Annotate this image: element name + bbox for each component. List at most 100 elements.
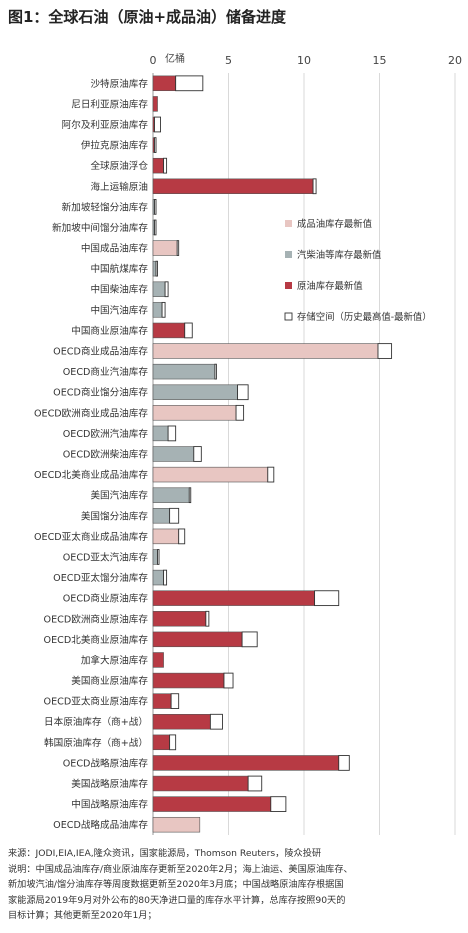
category-label: OECD北美商业成品油库存 [34,469,148,481]
bar-storage-space [247,775,263,792]
bar-storage-space [184,322,193,339]
category-label: OECD商业汽油库存 [63,366,149,378]
bar-latest [152,75,176,92]
chart-title: 图1：全球石油（原油+成品油）储备进度 [8,8,287,26]
category-label: OECD亚太汽油库存 [63,551,149,563]
bar-latest [152,816,201,833]
legend-swatch [284,312,293,321]
x-tick-label: 20 [448,54,462,67]
category-label: 中国成品油库存 [81,243,149,255]
bar-storage-space [338,755,350,771]
category-label: OECD欧洲柴油库存 [63,449,149,461]
bar-latest [152,240,178,256]
note-line-4: 目标计算；其他更新至2020年1月； [8,910,157,921]
source-text: 来源：JODI,EIA,IEA,隆众资讯，国家能源局，Thomson Reute… [8,848,322,859]
bar-storage-space [170,693,180,709]
bar-latest [152,260,157,277]
bar-storage-space [312,178,317,195]
bar-storage-space [205,610,210,627]
bar-latest [152,611,207,627]
category-label: OECD商业原油库存 [63,593,149,605]
bar-latest [152,508,170,524]
category-label: OECD欧洲商业成品油库存 [34,407,148,419]
note-line-3: 家能源局2019年9月对外公布的80天净进口量的库存水平计算，总库存按照90天的 [8,894,346,906]
bar-storage-space [235,404,245,421]
bar-storage-space [176,240,180,256]
bar-storage-space [161,301,166,318]
bar-storage-space [214,363,217,380]
category-label: 阿尔及利亚原油库存 [62,119,149,131]
bar-storage-space [154,137,157,153]
bar-latest [152,775,249,792]
category-label: OECD亚太商业成品油库存 [34,531,148,543]
bar-storage-space [237,384,249,401]
category-label: 美国商业原油库存 [71,675,148,687]
bar-latest [152,734,170,751]
legend-label: 原油库存最新值 [297,280,363,292]
bar-latest [152,672,225,689]
legend-label: 成品油库存最新值 [297,218,372,230]
category-label: 美国汽油库存 [90,490,148,502]
x-tick-label: 10 [297,54,311,67]
category-label: OECD战略成品油库存 [53,819,148,831]
category-label: 加拿大原油库存 [81,654,149,666]
category-label: OECD商业馏分油库存 [53,387,148,399]
legend-swatch [285,282,292,289]
bar-latest [152,714,211,730]
bar-latest [152,446,195,462]
bars-layer [152,75,393,833]
bar-latest [152,405,237,421]
bar-latest [152,384,238,400]
bar-latest [152,343,379,359]
category-label: 新加坡轻馏分油库存 [62,201,149,213]
bar-latest [152,178,314,194]
category-label: 尼日利亚原油库存 [71,98,148,110]
legend-label: 汽柴油等库存最新值 [297,249,381,261]
category-label: OECD战略原油库存 [63,757,149,769]
bar-storage-space [167,425,177,442]
bar-latest [152,590,315,606]
bar-storage-space [193,446,202,462]
bar-latest [152,693,172,709]
bar-storage-space [267,466,275,483]
bar-latest [152,425,169,442]
x-tick-label: 15 [373,54,387,67]
bar-storage-space [175,75,204,92]
bar-storage-space [164,281,169,298]
category-label: OECD欧洲汽油库存 [63,428,149,440]
bar-storage-space [154,199,157,215]
bar-storage-space [377,343,393,359]
category-label: OECD欧洲商业原油库存 [44,613,149,625]
bar-latest [152,157,164,174]
bar-latest [152,528,179,545]
bar-latest [152,363,216,380]
note-line-1: 说明：中国成品油库存/商业原油库存更新至2020年2月；海上油运、美国原油库存、 [8,863,353,875]
legend-swatch [285,251,292,258]
note-line-2: 新加坡汽油/馏分油库存等周度数据更新至2020年3月底；中国战略原油库存根据国 [8,879,344,890]
category-label: 美国战略原油库存 [71,778,148,790]
bar-storage-space [223,672,234,689]
bar-storage-space [154,116,161,133]
bar-latest [152,569,164,586]
bar-latest [152,796,272,812]
category-label: OECD商业成品油库存 [53,346,148,358]
category-label: 新加坡中间馏分油库存 [52,222,148,234]
category-label: 伊拉克原油库存 [81,140,149,152]
category-label: OECD亚太馏分油库存 [53,572,148,584]
category-label: 全球原油浮仓 [90,160,148,172]
bar-storage-space [154,219,157,236]
bar-latest [152,652,164,668]
footer-notes: 来源：JODI,EIA,IEA,隆众资讯，国家能源局，Thomson Reute… [8,846,460,924]
bar-latest [152,322,186,339]
bar-storage-space [241,631,258,648]
bar-latest [152,487,190,503]
bar-latest [152,755,340,771]
bar-storage-space [270,796,287,812]
bar-storage-space [155,260,158,277]
storage-chart: 亿桶 0 5 10 15 20 沙特原油库存尼日利亚原油库存阿尔及利亚原油库存伊拉克原油… [34,52,463,835]
legend-swatch [285,220,292,227]
category-label: 中国战略原油库存 [71,799,148,811]
x-tick-labels: 0 5 10 15 20 [150,54,463,67]
category-label: 中国柴油库存 [90,284,148,296]
